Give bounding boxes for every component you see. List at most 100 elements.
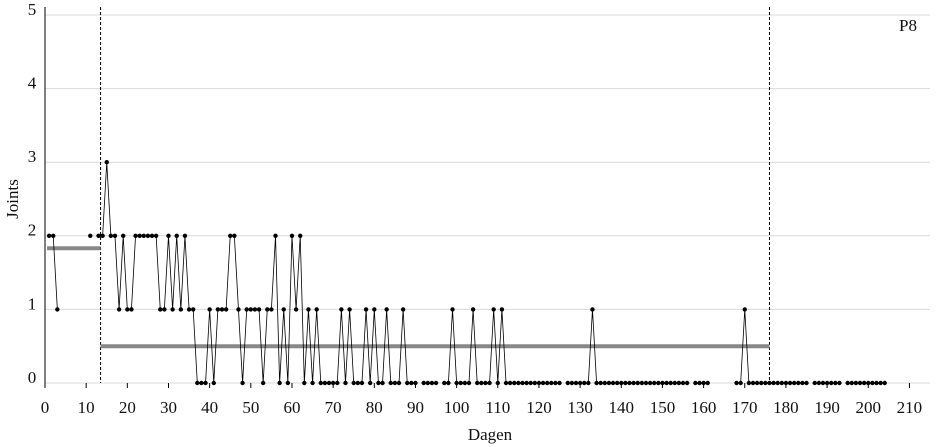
data-point <box>610 380 616 386</box>
y-tick-label: 5 <box>28 0 37 19</box>
x-tick-label: 210 <box>897 398 923 417</box>
data-point <box>582 380 587 386</box>
data-point <box>861 380 867 386</box>
data-point <box>524 380 529 386</box>
data-point <box>141 233 146 238</box>
data-point <box>211 380 216 386</box>
data-point <box>623 380 628 386</box>
data-point <box>684 380 690 386</box>
x-tick-label: 160 <box>691 398 717 417</box>
data-point <box>112 233 118 238</box>
data-point <box>816 380 822 386</box>
data-point <box>182 233 188 238</box>
data-point <box>462 380 468 386</box>
data-point <box>125 307 130 312</box>
y-tick-label: 0 <box>28 368 37 387</box>
data-point <box>195 380 200 386</box>
data-point <box>779 380 785 386</box>
data-point <box>446 380 451 386</box>
data-point <box>495 380 500 386</box>
data-point <box>470 307 476 312</box>
data-point <box>553 380 558 386</box>
data-point <box>627 380 632 386</box>
x-tick-label: 10 <box>78 398 95 417</box>
data-point <box>232 233 237 238</box>
data-point <box>639 380 645 386</box>
data-point <box>88 233 93 238</box>
data-point <box>643 380 649 386</box>
x-tick-label: 180 <box>773 398 799 417</box>
data-point <box>116 307 122 312</box>
data-point <box>367 380 373 386</box>
data-point <box>162 307 167 312</box>
data-point <box>137 233 142 238</box>
data-point <box>396 380 402 386</box>
data-point <box>355 380 361 386</box>
data-point <box>289 233 295 238</box>
data-point <box>693 380 698 386</box>
x-tick-label: 40 <box>201 398 218 417</box>
data-point <box>273 233 278 238</box>
data-point <box>400 307 406 312</box>
data-point <box>635 380 640 386</box>
x-tick-label: 80 <box>366 398 383 417</box>
data-point <box>573 380 579 386</box>
data-point <box>215 307 221 312</box>
data-point <box>759 380 764 386</box>
data-point <box>153 233 159 238</box>
data-point <box>326 380 332 386</box>
data-point <box>750 380 756 386</box>
data-point <box>866 380 871 386</box>
data-point <box>697 380 702 386</box>
data-point <box>466 380 472 386</box>
data-point <box>121 233 126 238</box>
x-tick-label: 170 <box>732 398 758 417</box>
data-point <box>812 380 817 386</box>
x-tick-label: 150 <box>650 398 676 417</box>
data-point <box>520 380 525 386</box>
data-point <box>190 307 196 312</box>
y-tick-label: 2 <box>28 221 37 240</box>
data-point <box>483 380 488 386</box>
data-point <box>668 380 673 386</box>
data-point <box>413 380 418 386</box>
data-point <box>384 307 389 312</box>
data-point <box>672 380 677 386</box>
data-point <box>363 307 369 312</box>
x-tick-label: 60 <box>283 398 300 417</box>
data-point <box>565 380 570 386</box>
data-point <box>820 380 826 386</box>
data-point <box>804 380 809 386</box>
data-point <box>849 380 854 386</box>
x-tick-label: 30 <box>160 398 177 417</box>
data-point <box>787 380 793 386</box>
data-point <box>516 380 521 386</box>
x-tick-label: 50 <box>242 398 259 417</box>
data-point <box>388 380 393 386</box>
data-point <box>347 307 352 312</box>
data-point <box>359 380 365 386</box>
x-tick-label: 70 <box>325 398 342 417</box>
data-point <box>742 307 747 312</box>
data-point <box>104 160 109 165</box>
data-point <box>351 380 356 386</box>
data-point <box>577 380 583 386</box>
data-point <box>586 380 591 386</box>
data-point <box>392 380 398 386</box>
data-point <box>108 233 114 238</box>
data-point <box>540 380 546 386</box>
data-point <box>870 380 875 386</box>
data-point <box>746 380 752 386</box>
data-point <box>598 380 603 386</box>
data-point <box>829 380 834 386</box>
data-point <box>479 380 484 386</box>
x-tick-label: 20 <box>119 398 136 417</box>
data-line <box>49 162 885 384</box>
data-point <box>705 380 710 386</box>
data-point <box>878 380 883 386</box>
data-point <box>133 233 138 238</box>
data-point <box>236 307 241 312</box>
data-point <box>647 380 653 386</box>
y-tick-label: 4 <box>28 74 37 93</box>
